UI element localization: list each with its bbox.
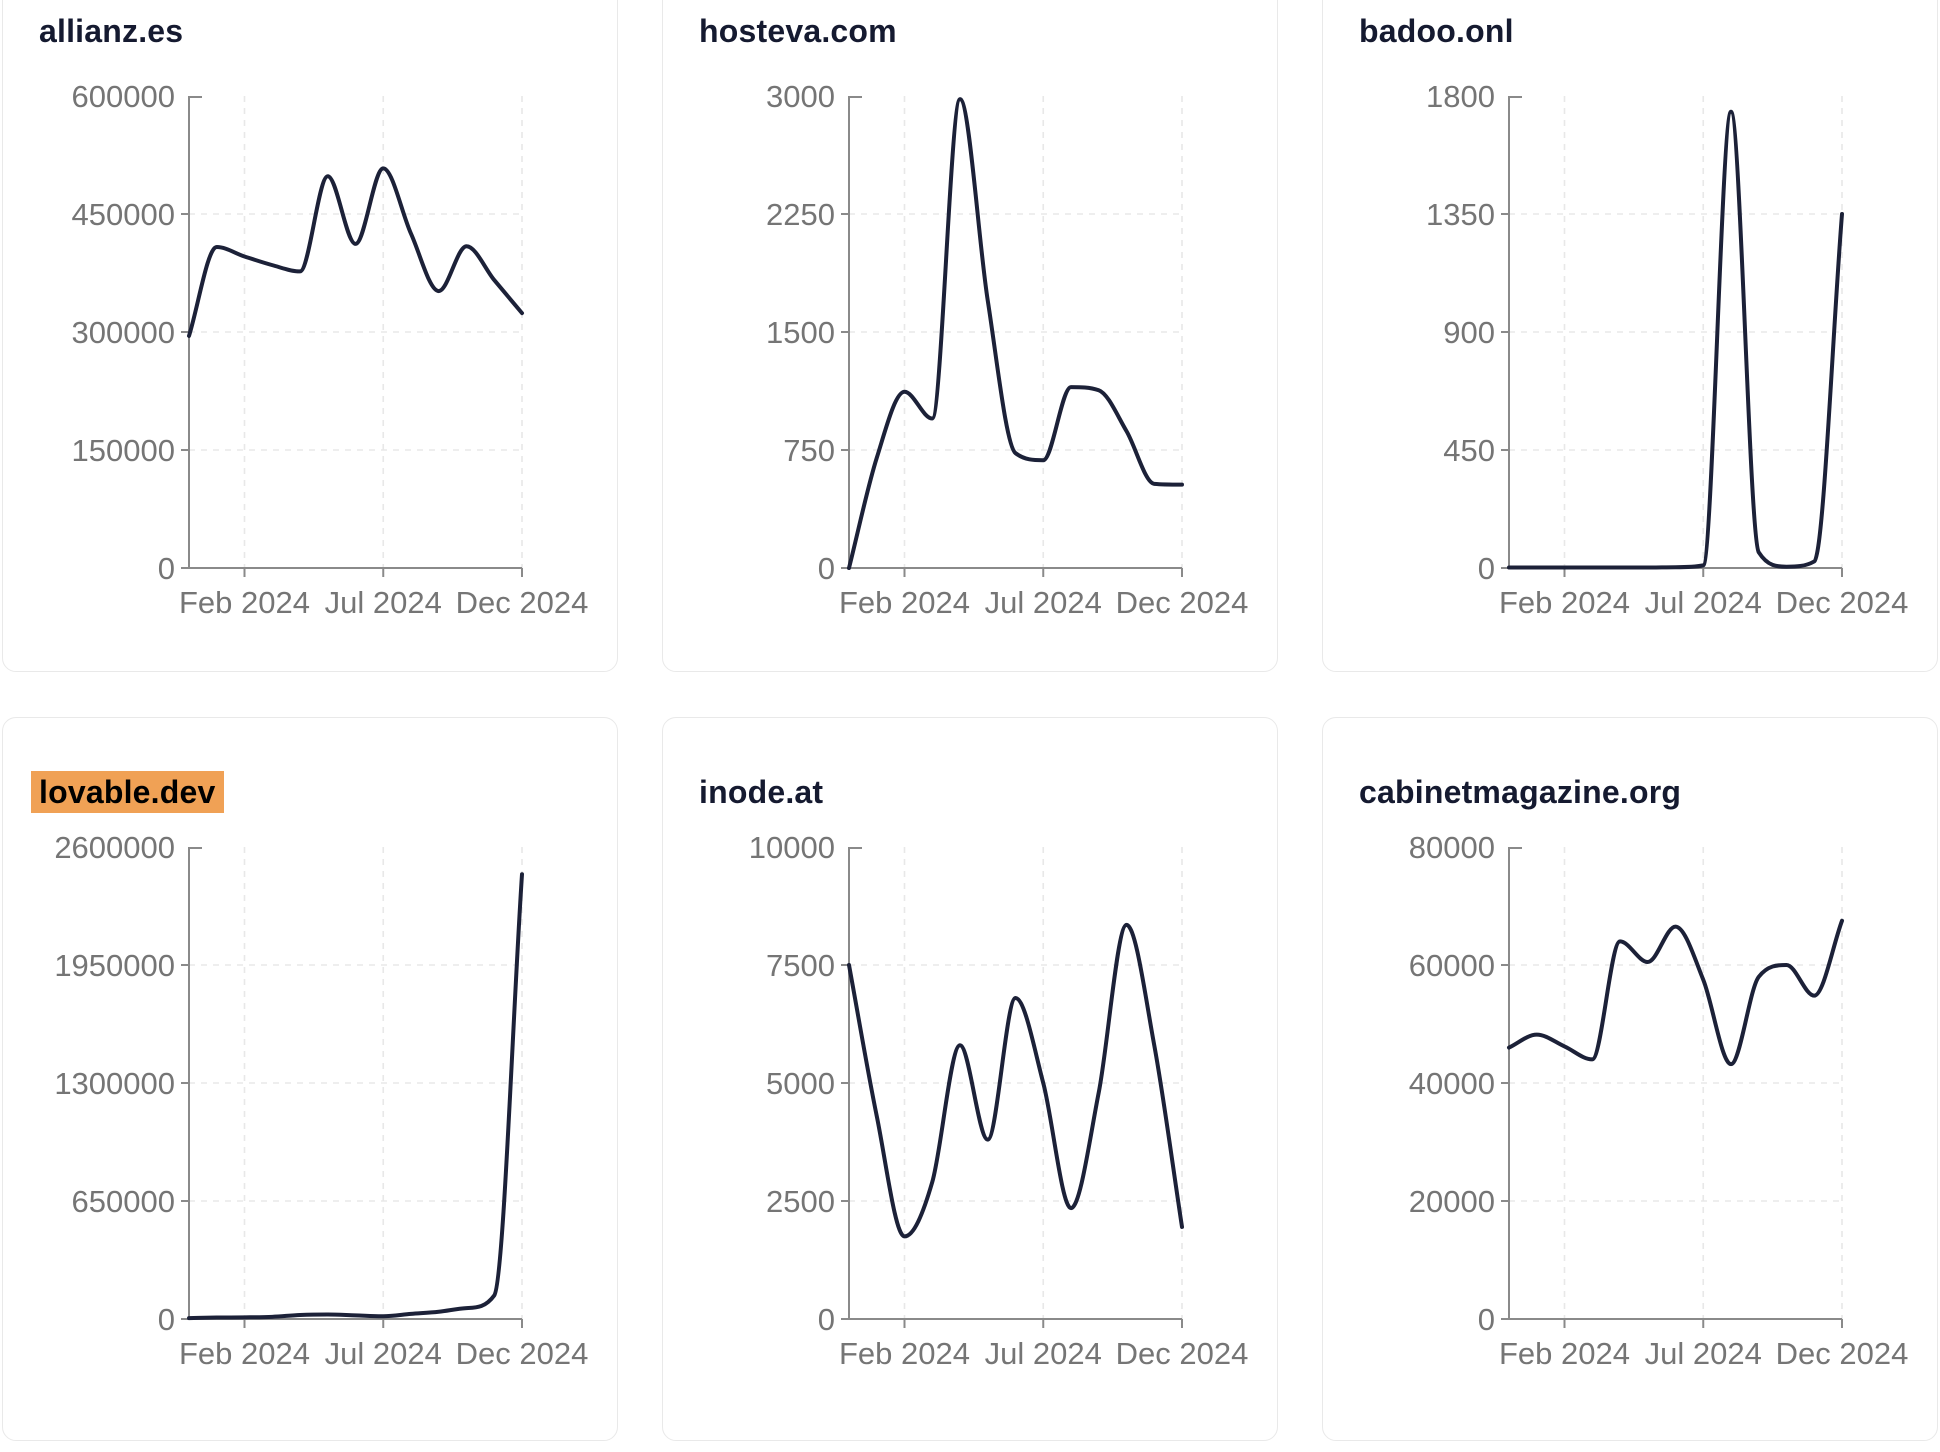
y-tick-label: 7500: [766, 948, 835, 983]
card-title-text: allianz.es: [39, 13, 184, 49]
y-tick-label: 1950000: [54, 948, 175, 983]
gridlines: [1509, 96, 1843, 568]
axes: [1501, 847, 1843, 1328]
line-chart: 0 2500 5000 7500 10000 Feb 2024 Jul 2024 Dec 20…: [749, 830, 1249, 1371]
y-tick-label: 0: [158, 1302, 175, 1337]
card-title-text: hosteva.com: [699, 13, 897, 49]
card-title-text-highlighted: lovable.dev: [31, 771, 224, 813]
x-tick-label: Jul 2024: [325, 1336, 442, 1371]
series-line: [1507, 109, 1844, 570]
y-tick-label: 650000: [72, 1184, 175, 1219]
line-chart: 0 650000 1300000 1950000 2600000 Feb 2024 Jul …: [54, 830, 588, 1371]
x-tick-label: Dec 2024: [1776, 1336, 1909, 1371]
y-tick-label: 2250: [766, 197, 835, 232]
series-line: [847, 922, 1184, 1239]
series-line: [1507, 918, 1844, 1067]
series-line: [187, 872, 524, 1321]
gridlines: [849, 847, 1183, 1319]
y-tick-label: 0: [818, 551, 835, 586]
axes: [181, 96, 523, 577]
card-title: lovable.dev: [31, 771, 224, 813]
y-tick-label: 1350: [1426, 197, 1495, 232]
tick-labels: 0 650000 1300000 1950000 2600000 Feb 2024 Jul …: [54, 830, 588, 1371]
x-tick-label: Feb 2024: [179, 585, 310, 620]
x-tick-label: Jul 2024: [1645, 585, 1762, 620]
domain-chart-card: badoo.onl 0 450 900 1350 1800 Feb 2024 Jul 202…: [1322, 0, 1938, 672]
axes: [841, 96, 1183, 577]
domain-chart-card: inode.at 0 2500 5000 7500 10000 Feb 2024 Jul 2…: [662, 717, 1278, 1441]
y-tick-label: 0: [818, 1302, 835, 1337]
y-tick-label: 2600000: [54, 830, 175, 865]
tick-labels: 0 450 900 1350 1800 Feb 2024 Jul 2024 Dec 2024: [1426, 79, 1908, 620]
x-tick-label: Feb 2024: [839, 1336, 970, 1371]
x-tick-label: Feb 2024: [839, 585, 970, 620]
card-title: badoo.onl: [1359, 13, 1514, 50]
y-tick-label: 0: [1478, 551, 1495, 586]
gridlines: [849, 96, 1183, 568]
y-tick-label: 10000: [749, 830, 835, 865]
y-tick-label: 3000: [766, 79, 835, 114]
y-tick-label: 150000: [72, 433, 175, 468]
domain-chart-card: lovable.dev 0 650000 1300000 1950000 2600000…: [2, 717, 618, 1441]
card-title-text: inode.at: [699, 774, 824, 810]
y-tick-label: 1500: [766, 315, 835, 350]
y-tick-label: 300000: [72, 315, 175, 350]
axes: [841, 847, 1183, 1328]
tick-labels: 0 150000 300000 450000 600000 Feb 2024 Jul 202…: [72, 79, 589, 620]
y-tick-label: 80000: [1409, 830, 1495, 865]
tick-labels: 0 20000 40000 60000 80000 Feb 2024 Jul 2024 Dec…: [1409, 830, 1909, 1371]
card-title-text: cabinetmagazine.org: [1359, 774, 1682, 810]
card-title: allianz.es: [39, 13, 183, 50]
domain-chart-card: hosteva.com 0 750 1500 2250 3000 Feb 2024 Jul …: [662, 0, 1278, 672]
gridlines: [189, 96, 523, 568]
axes: [1501, 96, 1843, 577]
y-tick-label: 450: [1443, 433, 1495, 468]
y-tick-label: 0: [158, 551, 175, 586]
gridlines: [1509, 847, 1843, 1319]
x-tick-label: Dec 2024: [456, 585, 589, 620]
y-tick-label: 600000: [72, 79, 175, 114]
y-tick-label: 60000: [1409, 948, 1495, 983]
y-tick-label: 20000: [1409, 1184, 1495, 1219]
y-tick-label: 1800: [1426, 79, 1495, 114]
x-tick-label: Feb 2024: [1499, 585, 1630, 620]
card-title-text: badoo.onl: [1359, 13, 1514, 49]
gridlines: [189, 847, 523, 1319]
series-line: [187, 166, 524, 338]
card-title: cabinetmagazine.org: [1359, 774, 1681, 811]
x-tick-label: Jul 2024: [325, 585, 442, 620]
axes: [181, 847, 523, 1328]
domain-chart-card: allianz.es 0 150000 300000 450000 600000 Feb …: [2, 0, 618, 672]
tick-labels: 0 750 1500 2250 3000 Feb 2024 Jul 2024 Dec 2024: [766, 79, 1248, 620]
y-tick-label: 0: [1478, 1302, 1495, 1337]
y-tick-label: 750: [783, 433, 835, 468]
line-chart: 0 750 1500 2250 3000 Feb 2024 Jul 2024 Dec 2024: [766, 79, 1248, 620]
y-tick-label: 1300000: [54, 1066, 175, 1101]
series-line: [847, 97, 1184, 570]
line-chart: 0 450 900 1350 1800 Feb 2024 Jul 2024 Dec 2024: [1426, 79, 1908, 620]
y-tick-label: 5000: [766, 1066, 835, 1101]
x-tick-label: Jul 2024: [985, 585, 1102, 620]
card-title: hosteva.com: [699, 13, 897, 50]
y-tick-label: 2500: [766, 1184, 835, 1219]
x-tick-label: Dec 2024: [1116, 1336, 1249, 1371]
x-tick-label: Jul 2024: [985, 1336, 1102, 1371]
card-title: inode.at: [699, 774, 823, 811]
x-tick-label: Feb 2024: [179, 1336, 310, 1371]
y-tick-label: 900: [1443, 315, 1495, 350]
x-tick-label: Dec 2024: [456, 1336, 589, 1371]
y-tick-label: 40000: [1409, 1066, 1495, 1101]
tick-labels: 0 2500 5000 7500 10000 Feb 2024 Jul 2024 Dec 20…: [749, 830, 1249, 1371]
x-tick-label: Feb 2024: [1499, 1336, 1630, 1371]
domain-chart-card: cabinetmagazine.org 0 20000 40000 60000 8000…: [1322, 717, 1938, 1441]
line-chart: 0 20000 40000 60000 80000 Feb 2024 Jul 2024 Dec…: [1409, 830, 1909, 1371]
x-tick-label: Jul 2024: [1645, 1336, 1762, 1371]
x-tick-label: Dec 2024: [1116, 585, 1249, 620]
x-tick-label: Dec 2024: [1776, 585, 1909, 620]
y-tick-label: 450000: [72, 197, 175, 232]
line-chart: 0 150000 300000 450000 600000 Feb 2024 Jul 202…: [72, 79, 589, 620]
